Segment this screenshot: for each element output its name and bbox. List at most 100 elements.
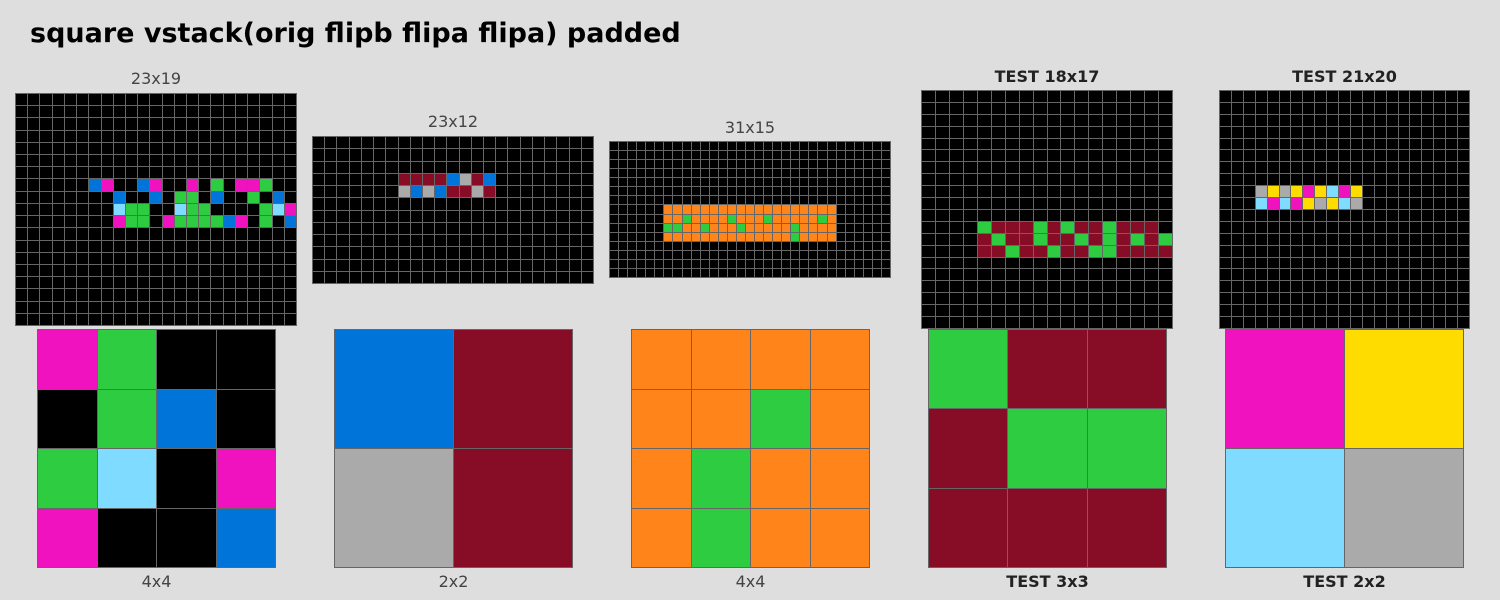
input-cell (471, 235, 484, 247)
input-cell (40, 313, 52, 325)
input-cell (260, 94, 272, 106)
input-cell (138, 155, 150, 167)
input-cell (1350, 198, 1362, 209)
input-cell (272, 118, 284, 130)
input-cell (1061, 293, 1075, 305)
input-cell (1315, 293, 1327, 305)
input-cell (398, 173, 410, 185)
input-cell (187, 106, 199, 118)
input-cell (1386, 281, 1398, 293)
input-cell (284, 155, 296, 167)
input-cell (1075, 221, 1089, 233)
input-cell (1374, 150, 1386, 162)
input-cell (619, 268, 628, 277)
input-cell (1267, 221, 1279, 233)
input-cell (664, 268, 673, 277)
input-cell (1458, 174, 1469, 186)
input-cell (1291, 174, 1303, 186)
input-cell (1422, 91, 1434, 102)
input-cell (1291, 102, 1303, 114)
input-cell (361, 149, 374, 161)
input-cell (374, 247, 386, 259)
input-cell (1410, 138, 1422, 150)
input-cell (1410, 209, 1422, 221)
input-cell (1303, 281, 1315, 293)
input-cell (174, 130, 187, 142)
input-cell (52, 277, 64, 289)
input-cell (40, 289, 52, 301)
input-cell (410, 161, 422, 173)
input-cell (1303, 102, 1315, 114)
output-cell (97, 508, 156, 567)
input-cell (138, 142, 150, 155)
input-cell (863, 151, 872, 160)
input-cell (881, 223, 890, 232)
input-cell (174, 118, 187, 130)
input-cell (1103, 257, 1117, 269)
input-cell (1327, 102, 1339, 114)
input-cell (337, 137, 349, 149)
example-1-input-grid (15, 93, 297, 326)
input-cell (40, 264, 52, 277)
input-cell (1243, 317, 1255, 328)
input-cell (863, 241, 872, 250)
output-cell (335, 330, 453, 448)
input-cell (52, 118, 64, 130)
input-cell (1117, 138, 1131, 150)
input-cell (1303, 138, 1315, 150)
input-cell (1303, 150, 1315, 162)
input-cell (113, 216, 125, 228)
input-cell (1291, 150, 1303, 162)
input-cell (791, 160, 800, 169)
input-cell (1303, 114, 1315, 126)
input-cell (682, 160, 691, 169)
input-cell (1075, 209, 1089, 221)
input-cell (619, 169, 628, 178)
input-cell (1131, 114, 1145, 126)
input-cell (991, 281, 1005, 293)
input-cell (325, 173, 337, 185)
input-cell (349, 235, 361, 247)
input-cell (1131, 186, 1145, 198)
input-cell (113, 301, 125, 313)
output-cell (751, 449, 810, 508)
input-cell (991, 317, 1005, 328)
input-cell (52, 142, 64, 155)
input-cell (619, 232, 628, 241)
input-cell (782, 160, 791, 169)
input-cell (174, 203, 187, 216)
input-cell (782, 169, 791, 178)
example-1-input-label: 23x19 (130, 69, 182, 88)
input-cell (1089, 198, 1103, 209)
input-cell (1374, 293, 1386, 305)
test-1-input-grid (921, 90, 1173, 329)
input-cell (1398, 198, 1410, 209)
input-cell (610, 151, 619, 160)
input-cell (174, 216, 187, 228)
input-cell (1047, 91, 1061, 102)
input-cell (872, 142, 881, 151)
input-cell (1434, 174, 1446, 186)
input-cell (374, 210, 386, 222)
input-cell (1159, 150, 1172, 162)
input-cell (1422, 269, 1434, 281)
input-cell (991, 162, 1005, 174)
input-cell (16, 289, 28, 301)
input-cell (16, 118, 28, 130)
input-cell (664, 223, 673, 232)
input-cell (1458, 305, 1469, 317)
input-cell (755, 151, 764, 160)
input-cell (1422, 209, 1434, 221)
input-cell (1047, 174, 1061, 186)
input-cell (782, 241, 791, 250)
input-cell (557, 210, 569, 222)
input-cell (977, 269, 991, 281)
input-cell (1103, 150, 1117, 162)
input-cell (199, 118, 211, 130)
input-cell (138, 191, 150, 203)
input-cell (150, 277, 162, 289)
input-cell (1327, 186, 1339, 198)
input-cell (1410, 102, 1422, 114)
input-cell (1279, 233, 1291, 245)
input-cell (1047, 233, 1061, 245)
